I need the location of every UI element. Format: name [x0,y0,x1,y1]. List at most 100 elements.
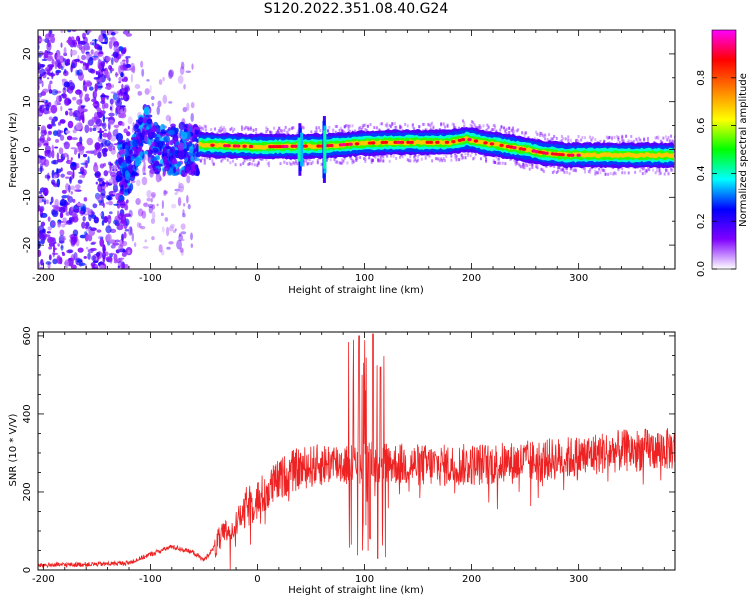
noise-blob [51,89,59,96]
chaos-cell [181,169,185,177]
noise-blob [65,159,73,165]
halo-cell [591,136,594,140]
halo-cell [269,130,272,134]
halo-cell [569,138,572,142]
halo-cell [673,135,675,139]
noise-blob [70,157,73,161]
halo-cell [470,120,473,124]
noise-blob [92,90,98,99]
halo-cell [334,160,337,164]
halo-cell [564,166,567,170]
noise-blob [151,211,156,220]
noise-blob [87,252,91,260]
noise-blob [92,127,97,132]
chaos-cell [134,156,140,162]
noise-blob [142,246,149,249]
noise-blob [131,232,135,242]
noise-blob [79,114,85,120]
ridge-peak [277,145,283,149]
halo-cell [474,152,477,156]
halo-cell [306,162,309,166]
noise-blob [41,58,48,62]
halo-cell [601,168,604,172]
chaos-cell [180,131,188,140]
noise-blob [126,131,131,137]
ridge-peak [566,153,572,157]
noise-blob [108,112,115,117]
halo-cell [400,153,403,157]
halo-cell [664,135,667,139]
halo-cell [446,124,449,128]
halo-cell [249,126,252,130]
noise-blob [88,213,92,222]
ridge-peak [396,140,401,144]
halo-cell [576,138,579,142]
halo-cell [351,161,354,165]
halo-cell [378,159,381,163]
halo-cell [566,167,569,171]
halo-cell [273,126,276,130]
noise-blob [88,86,94,91]
halo-cell [384,123,387,127]
noise-blob [168,69,173,80]
noise-blob [68,217,73,224]
chaos-cell [151,157,158,161]
noise-blob [101,41,108,44]
ridge-peak [284,144,289,149]
noise-blob [94,172,101,177]
halo-cell [302,163,305,167]
noise-blob [71,162,77,167]
halo-cell [533,137,536,141]
halo-cell [315,126,318,130]
noise-blob [87,248,94,254]
halo-cell [278,126,281,130]
halo-cell [393,125,396,129]
noise-blob [97,151,102,159]
chaos-cell [173,166,177,174]
halo-cell [523,166,526,170]
noise-blob [38,97,41,102]
halo-cell [379,159,382,163]
noise-blob [53,174,58,179]
halo-cell [514,160,517,164]
ridge-peak [248,144,254,149]
x-tick-label: -200 [32,273,55,284]
streak [323,130,327,169]
noise-blob [183,202,186,207]
halo-cell [211,157,214,161]
halo-cell [377,154,380,158]
noise-blob [50,104,58,114]
noise-blob [168,241,174,245]
halo-cell [248,157,251,161]
halo-cell [414,153,417,157]
noise-blob [84,231,88,236]
halo-cell [654,171,657,175]
noise-blob [126,199,129,204]
halo-cell [388,124,391,128]
noise-blob [78,210,84,214]
halo-cell [441,159,444,163]
noise-blob [60,42,63,48]
noise-blob [60,244,64,251]
halo-cell [391,123,394,127]
halo-cell [473,156,476,160]
noise-blob [56,53,61,60]
halo-cell [379,122,382,126]
chaos-cell [174,150,178,158]
noise-blob [113,203,120,206]
ridge-peak [544,151,549,155]
halo-cell [287,129,290,133]
noise-blob [151,204,156,210]
halo-cell [219,126,222,130]
halo-cell [315,128,318,132]
x-tick-label: 100 [355,273,374,284]
chaos-cell [184,166,190,172]
halo-cell [345,124,348,128]
halo-cell [359,125,362,129]
noise-blob [62,152,69,158]
halo-cell [545,165,548,169]
halo-cell [659,171,662,175]
noise-blob [99,183,103,187]
chaos-cell [124,170,129,177]
halo-cell [428,123,431,127]
